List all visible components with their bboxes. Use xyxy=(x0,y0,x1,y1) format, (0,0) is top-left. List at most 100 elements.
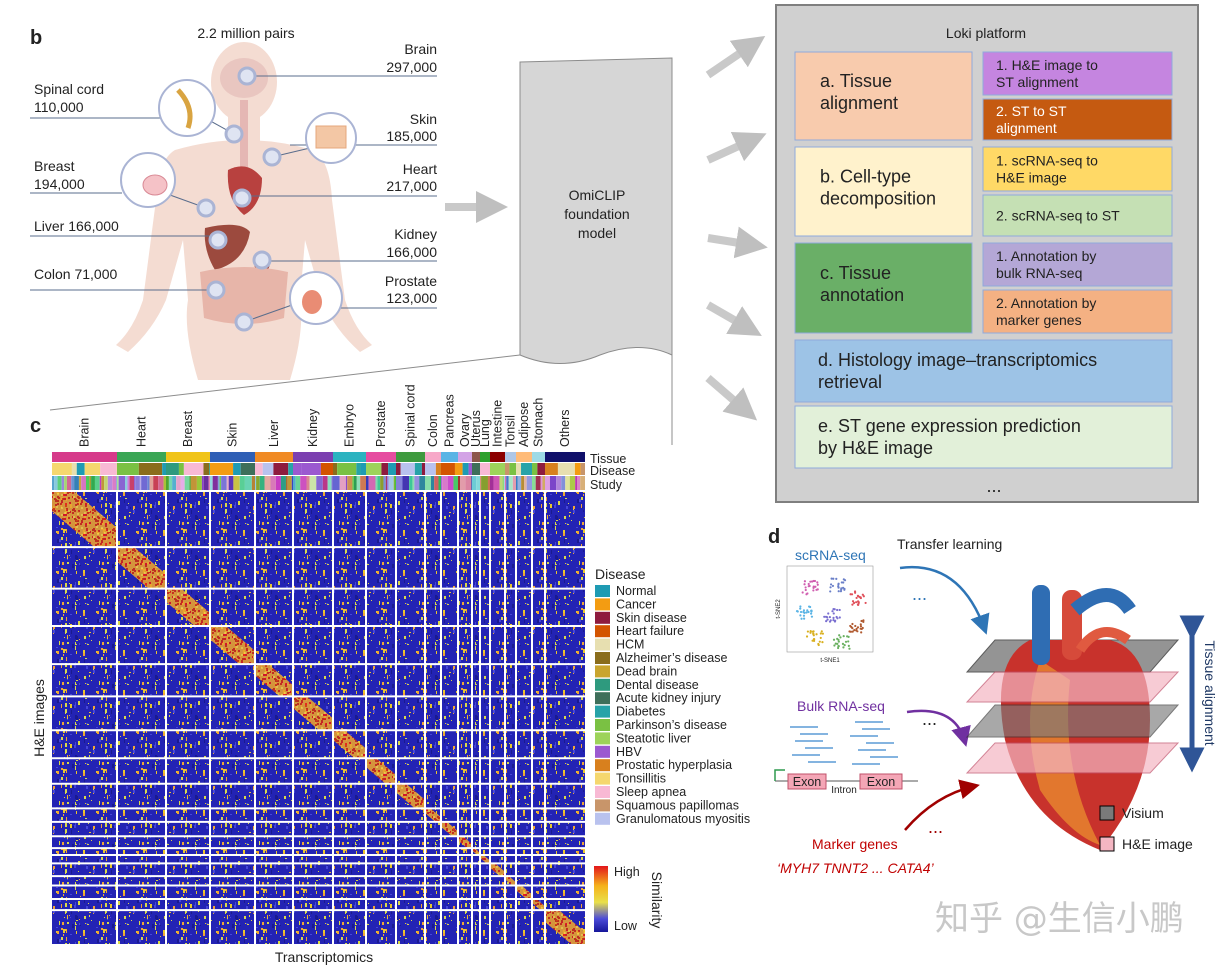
tsne-point xyxy=(806,609,809,612)
column-label: Colon xyxy=(426,414,440,447)
study-bar xyxy=(54,476,58,490)
study-bar xyxy=(112,476,117,490)
tsne-point xyxy=(810,609,813,612)
tsne-point xyxy=(802,609,806,612)
legend-label: Cancer xyxy=(616,597,656,611)
legend-swatch xyxy=(595,598,610,611)
study-bar xyxy=(139,476,142,490)
tissue-bar xyxy=(117,452,166,462)
disease-bar xyxy=(262,463,274,475)
tissue-bar xyxy=(472,452,480,462)
study-bar xyxy=(135,476,140,490)
legend-label: Heart failure xyxy=(616,624,684,638)
legend-title: Disease xyxy=(595,566,646,582)
diagonal-block xyxy=(532,899,545,911)
tsne-point xyxy=(828,615,831,619)
study-bar xyxy=(395,476,396,490)
prostate-icon xyxy=(302,290,322,314)
study-bar xyxy=(81,476,86,490)
study-bar xyxy=(141,476,148,490)
disease-bar xyxy=(454,463,458,475)
organ-marker xyxy=(224,124,244,144)
tsne-point xyxy=(799,605,802,608)
panel-b: b 2.2 million pairs xyxy=(30,25,437,380)
tsne-point xyxy=(805,611,808,614)
task-box xyxy=(794,242,973,334)
study-bar xyxy=(480,476,482,490)
disease-bar xyxy=(76,463,85,475)
tsne-point xyxy=(827,612,830,615)
tsne-point xyxy=(846,635,849,638)
disease-bar xyxy=(580,463,585,475)
study-bar xyxy=(219,476,222,490)
x-axis-label: Transcriptomics xyxy=(275,949,373,965)
disease-bar xyxy=(414,463,422,475)
disease-bar xyxy=(490,463,505,475)
legend-label: HCM xyxy=(616,638,644,652)
subtask-box xyxy=(982,98,1173,141)
legend-swatch xyxy=(595,625,610,638)
organ-count: 217,000 xyxy=(386,178,437,194)
tsne-point xyxy=(801,591,804,594)
tsne-point xyxy=(824,615,828,618)
legend-swatch xyxy=(595,652,610,664)
disease-bar xyxy=(574,463,581,475)
legend-swatch xyxy=(595,759,610,772)
subtask-box xyxy=(982,146,1173,192)
study-bar xyxy=(575,476,578,490)
tsne-point xyxy=(849,624,852,628)
column-label: Lung xyxy=(478,419,492,447)
disease-bar xyxy=(210,463,234,475)
disease-bar xyxy=(532,463,538,475)
organ-markers xyxy=(196,66,282,332)
he-plane xyxy=(965,671,1180,703)
study-bar xyxy=(134,476,136,490)
task-label: e. ST gene expression prediction xyxy=(818,416,1081,436)
study-bar xyxy=(556,476,562,490)
disease-bar xyxy=(381,463,389,475)
tsne-point xyxy=(847,644,850,647)
study-bar xyxy=(412,476,415,490)
tsne-point xyxy=(862,620,865,624)
subtask-box xyxy=(982,289,1173,334)
study-bar xyxy=(402,476,410,490)
disease-bar xyxy=(480,463,490,475)
study-bar xyxy=(74,476,79,490)
legend-label: Granulomatous myositis xyxy=(616,812,750,826)
tsne-point xyxy=(802,614,806,617)
disease-bar xyxy=(333,463,338,475)
study-bar xyxy=(117,476,119,490)
tsne-point xyxy=(848,647,851,650)
tsne-point xyxy=(836,646,840,650)
he-label: H&E image xyxy=(1122,836,1193,852)
subtask-label: marker genes xyxy=(996,312,1082,328)
tsne-plot xyxy=(795,577,867,650)
study-bar xyxy=(228,476,234,490)
study-bar xyxy=(295,476,301,490)
column-label: Pancreas xyxy=(443,394,457,447)
organ-name: Prostate xyxy=(385,273,437,289)
disease-bar xyxy=(360,463,366,475)
study-bar xyxy=(508,476,513,490)
disease-bar xyxy=(441,463,455,475)
study-bar xyxy=(256,476,260,490)
study-bar xyxy=(356,476,361,490)
disease-bar xyxy=(516,463,522,475)
task-label: by H&E image xyxy=(818,438,933,458)
disease-bar xyxy=(100,463,117,475)
study-bar xyxy=(502,476,505,490)
legend-swatch xyxy=(595,719,610,731)
legend-swatch xyxy=(595,638,610,651)
study-bar xyxy=(293,476,296,490)
study-bar xyxy=(239,476,245,490)
disease-bar xyxy=(203,463,210,475)
study-bar xyxy=(532,476,536,490)
tissue-bar xyxy=(516,452,532,462)
tsne-point xyxy=(807,582,810,586)
tsne-point xyxy=(860,631,863,634)
legend-swatch xyxy=(595,665,610,678)
legend-label: Normal xyxy=(616,584,656,598)
ellipsis: ... xyxy=(928,817,943,837)
task-label: a. Tissue xyxy=(820,71,892,91)
tsne-point xyxy=(838,616,841,619)
